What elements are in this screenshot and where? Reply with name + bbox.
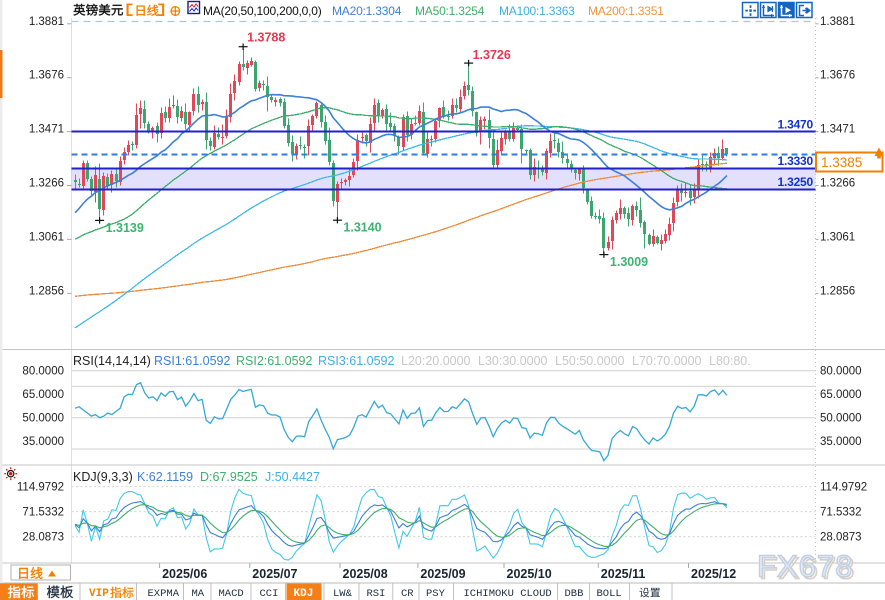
svg-text:D:67.9525: D:67.9525 [200,470,258,484]
svg-text:71.5332: 71.5332 [22,507,64,519]
svg-text:L80:80.: L80:80. [709,354,751,368]
svg-text:CCI: CCI [260,588,279,600]
svg-text:VIP: VIP [89,588,109,600]
svg-text:J:50.4427: J:50.4427 [265,470,320,484]
svg-text:1.3139: 1.3139 [106,221,144,235]
svg-text:35.0000: 35.0000 [820,436,862,448]
svg-text:2025/08: 2025/08 [343,567,388,581]
svg-text:2025/07: 2025/07 [252,567,297,581]
svg-text:LW&: LW& [333,588,353,600]
svg-text:65.0000: 65.0000 [22,389,64,401]
svg-text:L50:50.0000: L50:50.0000 [555,354,625,368]
svg-text:71.5332: 71.5332 [820,507,862,519]
svg-text:50.0000: 50.0000 [820,413,862,425]
svg-text:MA100:1.3363: MA100:1.3363 [499,4,575,18]
svg-text:2025/11: 2025/11 [601,567,646,581]
svg-text:1.3061: 1.3061 [29,231,64,243]
svg-text:1.3266: 1.3266 [820,178,855,190]
svg-text:65.0000: 65.0000 [820,389,862,401]
svg-text:1.3788: 1.3788 [247,31,285,45]
svg-text:L70:70.0000: L70:70.0000 [632,354,702,368]
svg-text:1.3330: 1.3330 [777,154,813,168]
svg-text:L20:20.0000: L20:20.0000 [401,354,471,368]
svg-text:CR: CR [401,588,414,600]
svg-text:RSI3:61.0592: RSI3:61.0592 [318,354,394,368]
svg-text:50.0000: 50.0000 [22,413,64,425]
svg-text:MA(20,50,100,200,0,0): MA(20,50,100,200,0,0) [203,4,322,18]
svg-text:1.3009: 1.3009 [610,255,648,269]
svg-text:BOLL: BOLL [597,588,622,600]
svg-text:1.3250: 1.3250 [777,175,813,189]
svg-text:2025/10: 2025/10 [507,567,552,581]
svg-text:FX678: FX678 [759,551,855,586]
svg-text:FX678: FX678 [757,549,853,584]
svg-text:1.3676: 1.3676 [29,70,64,82]
svg-text:1.3726: 1.3726 [473,48,511,62]
svg-text:28.0873: 28.0873 [820,532,862,544]
svg-text:RSI: RSI [367,588,386,600]
svg-text:1.2856: 1.2856 [820,285,855,297]
svg-text:1.3061: 1.3061 [820,231,855,243]
svg-text:EXPMA: EXPMA [148,588,180,600]
svg-text:KDJ(9,3,3): KDJ(9,3,3) [73,470,133,484]
svg-text:K:62.1159: K:62.1159 [137,470,193,484]
svg-text:28.0873: 28.0873 [22,532,64,544]
svg-text:1.3881: 1.3881 [820,16,855,28]
svg-text:RSI2:61.0592: RSI2:61.0592 [236,354,312,368]
svg-text:80.0000: 80.0000 [22,366,64,378]
svg-text:1.3266: 1.3266 [29,178,64,190]
svg-text:80.0000: 80.0000 [820,366,862,378]
svg-text:1.3676: 1.3676 [820,70,855,82]
svg-text:35.0000: 35.0000 [22,436,64,448]
svg-text:1.3140: 1.3140 [343,221,381,235]
svg-text:MA200:1.3351: MA200:1.3351 [588,4,664,18]
svg-text:2025/09: 2025/09 [420,567,465,581]
svg-text:RSI1:61.0592: RSI1:61.0592 [154,354,230,368]
svg-text:114.9792: 114.9792 [17,482,64,494]
svg-text:1.3470: 1.3470 [777,117,813,131]
svg-text:ICHIMOKU CLOUD: ICHIMOKU CLOUD [464,588,552,600]
svg-text:1.3881: 1.3881 [29,16,64,28]
svg-text:KDJ: KDJ [294,588,314,600]
svg-text:MA: MA [192,588,205,600]
svg-text:2025/12: 2025/12 [691,567,736,581]
svg-text:114.9792: 114.9792 [820,482,867,494]
svg-text:DBB: DBB [565,588,584,600]
svg-text:RSI(14,14,14): RSI(14,14,14) [73,354,151,368]
svg-text:MA50:1.3254: MA50:1.3254 [415,4,485,18]
svg-text:MA20:1.3304: MA20:1.3304 [332,4,402,18]
svg-text:1.2856: 1.2856 [29,285,64,297]
svg-text:L30:30.0000: L30:30.0000 [478,354,548,368]
svg-text:MACD: MACD [219,588,244,600]
svg-text:1.3471: 1.3471 [29,124,64,136]
svg-text:1.3471: 1.3471 [820,124,855,136]
svg-text:1.3385: 1.3385 [821,155,862,170]
svg-text:PSY: PSY [426,588,446,600]
svg-text:2025/06: 2025/06 [162,567,207,581]
